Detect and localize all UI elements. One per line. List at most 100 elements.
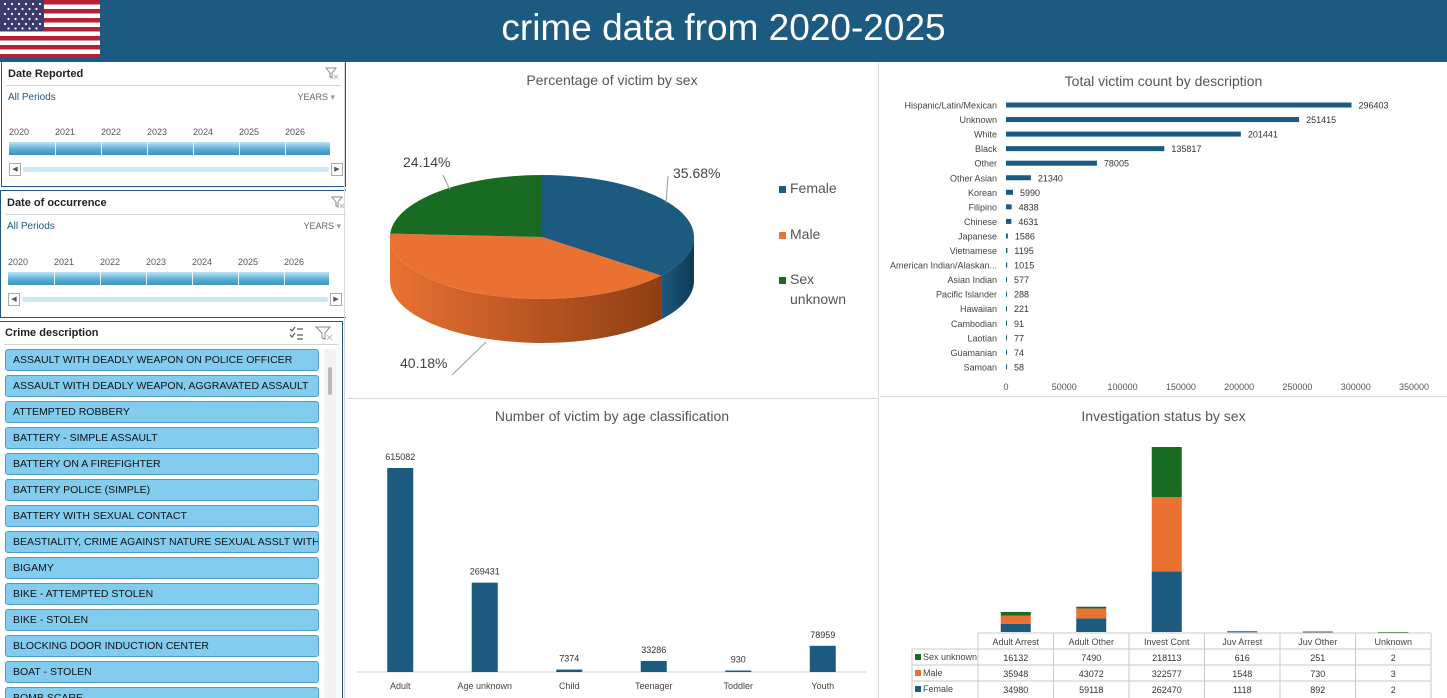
panel-divider [880, 396, 1447, 397]
description-chart-panel: Total victim count by description Hispan… [880, 63, 1447, 396]
series-label: Female [923, 684, 953, 694]
crime-item[interactable]: BIKE - ATTEMPTED STOLEN [5, 583, 319, 605]
pie-slice-sex-unknown [390, 175, 542, 237]
data-label: 615082 [385, 452, 415, 462]
scroll-track[interactable] [22, 297, 328, 302]
bar [1006, 204, 1012, 210]
crime-item[interactable]: BOMB SCARE [5, 687, 319, 698]
bar [1006, 131, 1241, 137]
year-label: 2024 [193, 127, 214, 137]
table-cell: 218113 [1152, 653, 1181, 663]
scroll-track[interactable] [23, 167, 329, 172]
crime-item[interactable]: BIGAMY [5, 557, 319, 579]
bar [1006, 233, 1008, 239]
crime-item[interactable]: ASSAULT WITH DEADLY WEAPON ON POLICE OFF… [5, 349, 319, 371]
bar [1006, 117, 1300, 123]
divider [4, 344, 338, 345]
clear-filter-icon[interactable] [331, 195, 345, 209]
divider [5, 214, 347, 215]
year-label: 2021 [54, 257, 75, 267]
bar [1006, 160, 1097, 166]
x-tick-label: 350000 [1399, 382, 1429, 392]
table-cell: 3 [1391, 669, 1396, 679]
scrollbar-thumb[interactable] [328, 367, 332, 395]
crime-item[interactable]: BATTERY ON A FIREFIGHTER [5, 453, 319, 475]
category-label: Guamanian [950, 348, 997, 358]
category-label: Asian Indian [947, 275, 997, 285]
crime-description-slicer: Crime description ASSAULT WITH DEADLY WE… [0, 321, 343, 698]
date-reported-slicer[interactable]: Date Reported All Periods YEARS 2020 202… [1, 61, 346, 187]
clear-filter-icon[interactable] [325, 66, 339, 80]
table-cell: 7490 [1081, 653, 1101, 663]
timeline-bar[interactable] [8, 272, 329, 285]
list-scrollbar[interactable] [324, 349, 336, 698]
scroll-left-button[interactable]: ◀ [9, 163, 21, 176]
time-level-dropdown[interactable]: YEARS [303, 221, 341, 232]
age-chart-panel: Number of victim by age classification 6… [346, 400, 878, 698]
category-label: Samoan [963, 362, 997, 372]
chart-title: Percentage of victim by sex [526, 72, 698, 88]
bar [1006, 277, 1007, 283]
pie-slice-male [390, 233, 662, 299]
crime-item[interactable]: BOAT - STOLEN [5, 661, 319, 683]
category-label: Korean [968, 188, 997, 198]
data-label: 21340 [1038, 173, 1063, 183]
bar [725, 670, 752, 672]
date-of-occurrence-slicer[interactable]: Date of occurrence All Periods YEARS 202… [0, 190, 352, 318]
bar [809, 645, 836, 672]
crime-item[interactable]: BATTERY WITH SEXUAL CONTACT [5, 505, 319, 527]
year-labels: 2020 2021 2022 2023 2024 2025 2026 [7, 257, 327, 269]
pie-slice-female [542, 175, 694, 276]
pie-chart: 35.68% 40.18% 24.14% Female Male Sex unknown [390, 154, 846, 376]
clear-filter-icon[interactable] [314, 326, 333, 341]
slicer-title: Date of occurrence [7, 197, 107, 209]
table-cell: 35948 [1003, 669, 1028, 679]
label-leader-line [665, 175, 669, 204]
data-label: 58 [1014, 362, 1024, 372]
crime-item[interactable]: BLOCKING DOOR INDUCTION CENTER [5, 635, 319, 657]
year-label: 2021 [55, 127, 76, 137]
crime-item[interactable]: BEASTIALITY, CRIME AGAINST NATURE SEXUAL… [5, 531, 319, 553]
category-label: Hawaiian [960, 304, 997, 314]
data-label: 33286 [641, 645, 666, 655]
scroll-right-button[interactable]: ▶ [331, 163, 343, 176]
pie-chart-panel: Percentage of victim by sex 35.68% 40.18%… [346, 63, 878, 398]
scroll-right-button[interactable]: ▶ [330, 293, 342, 306]
timeline-scrollbar[interactable]: ◀ ▶ [8, 293, 342, 306]
table-cell: 2 [1391, 653, 1396, 663]
series-label: Male [923, 668, 943, 678]
description-bar-chart: Hispanic/Latin/Mexican 296403 Unknown 25141… [890, 101, 1429, 393]
legend-swatch [779, 232, 786, 239]
us-flag-icon [0, 0, 100, 58]
slicer-title: Crime description [5, 327, 99, 339]
multi-select-icon[interactable] [289, 326, 303, 340]
x-tick-label: 250000 [1282, 382, 1312, 392]
timeline-scrollbar[interactable]: ◀ ▶ [9, 163, 343, 176]
crime-item[interactable]: BATTERY POLICE (SIMPLE) [5, 479, 319, 501]
data-label: 4838 [1019, 202, 1039, 212]
crime-item[interactable]: ATTEMPTED ROBBERY [5, 401, 319, 423]
x-tick-label: 0 [1003, 382, 1008, 392]
scroll-left-button[interactable]: ◀ [8, 293, 20, 306]
pie-data-label: 35.68% [673, 165, 720, 181]
crime-item[interactable]: BIKE - STOLEN [5, 609, 319, 631]
bar-segment [1000, 615, 1031, 624]
legend-label: Sex [790, 271, 814, 287]
bar-segment [1076, 618, 1107, 632]
chart-title: Investigation status by sex [1081, 408, 1246, 424]
bar [640, 660, 667, 672]
header-bar: crime data from 2020-2025 [0, 0, 1447, 62]
time-level-dropdown[interactable]: YEARS [297, 92, 335, 103]
crime-item[interactable]: BATTERY - SIMPLE ASSAULT [5, 427, 319, 449]
panel-divider [878, 63, 879, 698]
timeline-bar[interactable] [9, 142, 330, 155]
year-labels: 2020 2021 2022 2023 2024 2025 2026 [8, 127, 328, 139]
bar-segment [1151, 571, 1182, 632]
table-header: Adult Arrest [992, 637, 1039, 647]
data-label: 91 [1014, 319, 1024, 329]
crime-item[interactable]: ASSAULT WITH DEADLY WEAPON, AGGRAVATED A… [5, 375, 319, 397]
bar [1006, 248, 1008, 253]
bar [556, 669, 583, 672]
bar [1006, 218, 1012, 224]
